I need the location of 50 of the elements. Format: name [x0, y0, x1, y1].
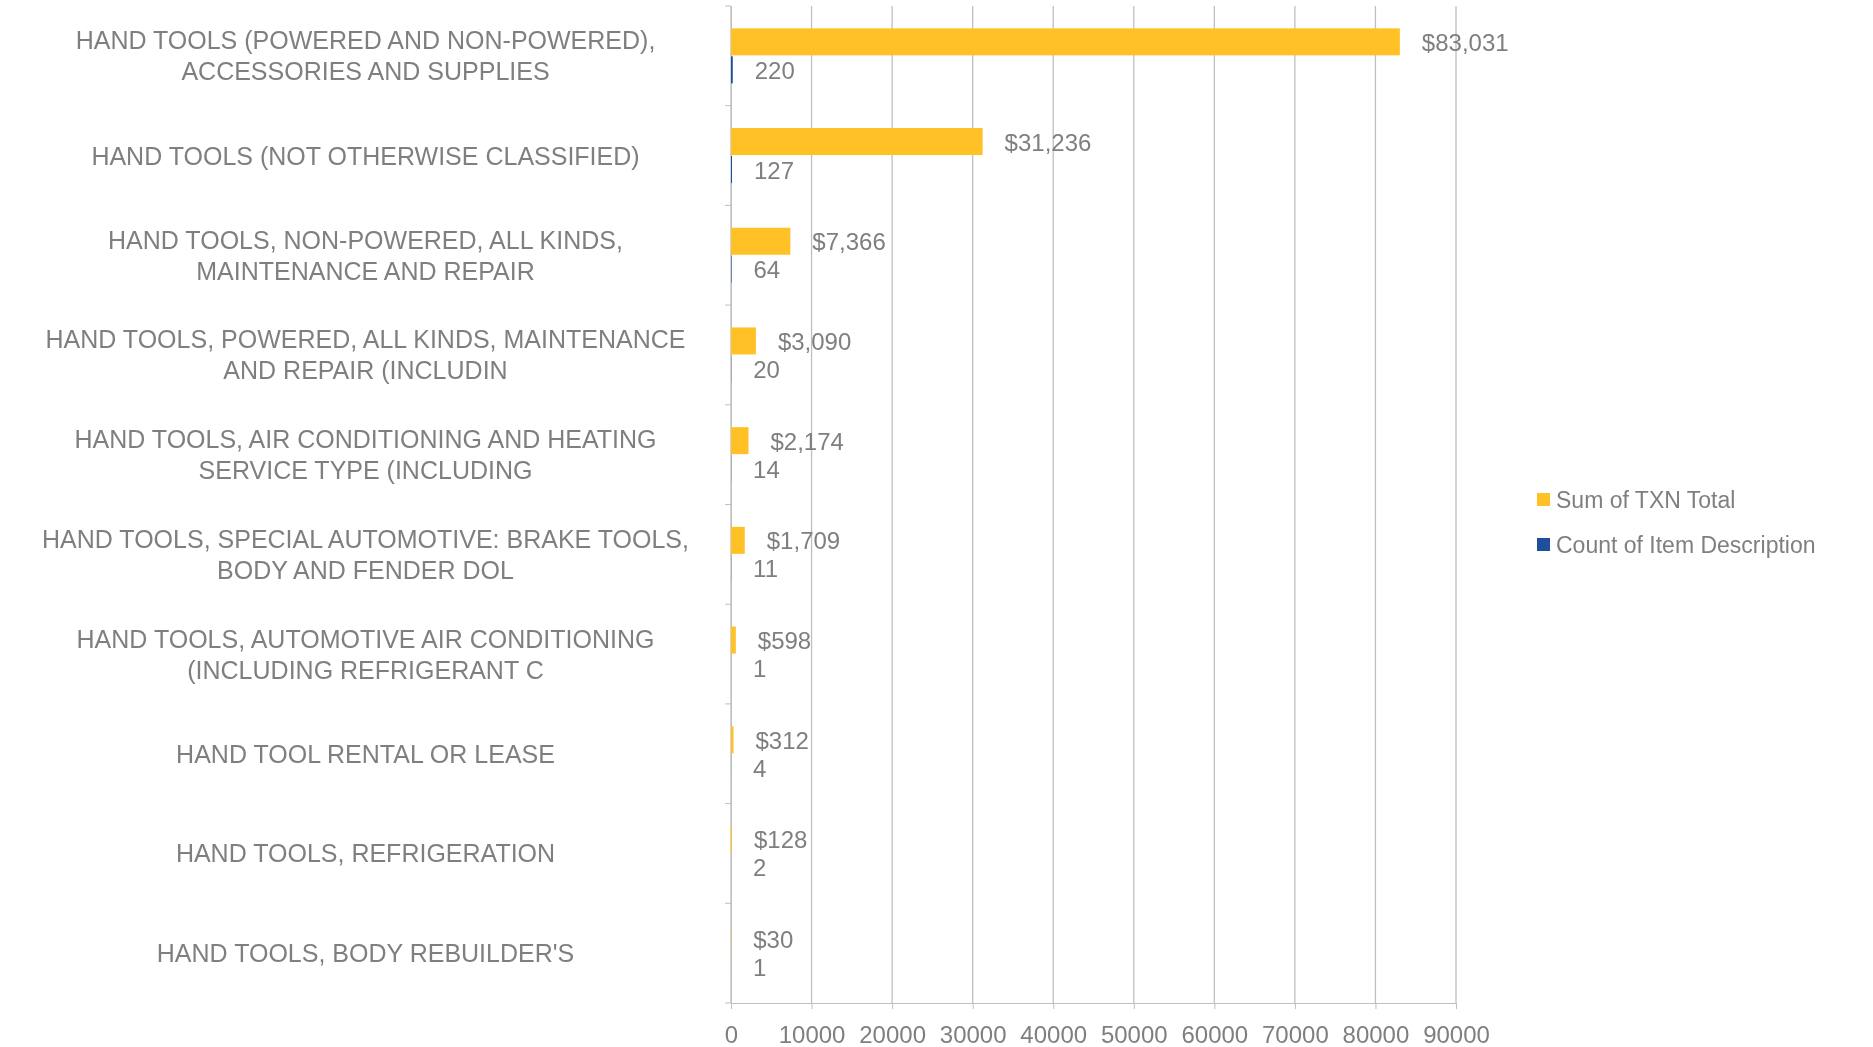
- data-label: $83,031: [1421, 28, 1509, 56]
- x-tick-label: 70000: [1262, 1021, 1329, 1047]
- data-label: 4: [753, 754, 767, 782]
- data-label: 2: [753, 854, 767, 882]
- data-label: $598: [757, 627, 812, 655]
- y-tick-label: HAND TOOLS (POWERED AND NON-POWERED), ACCESSORIES AND SUPPLIES: [75, 26, 656, 86]
- data-label: $3,090: [777, 327, 852, 355]
- y-tick-label: HAND TOOL RENTAL OR LEASE: [176, 739, 555, 768]
- bar: [731, 327, 756, 355]
- x-tick-label: 80000: [1342, 1021, 1410, 1047]
- data-label: $31,236: [1004, 128, 1092, 156]
- data-label: $30: [753, 926, 794, 954]
- x-tick-label: 20000: [859, 1021, 926, 1047]
- data-label: 127: [754, 156, 795, 184]
- x-tick-label: 30000: [939, 1021, 1007, 1047]
- x-tick-label: 60000: [1181, 1021, 1249, 1047]
- y-tick-label: HAND TOOLS, BODY REBUILDER'S: [156, 939, 575, 968]
- data-label: $128: [754, 826, 808, 854]
- y-tick-label: HAND TOOLS, POWERED, ALL KINDS, MAINTENANCE AND REPAIR (INCLUDIN: [45, 325, 686, 385]
- data-label: $7,366: [812, 228, 886, 256]
- bar: [731, 626, 736, 654]
- y-tick-label: HAND TOOLS (NOT OTHERWISE CLASSIFIED): [91, 141, 640, 170]
- data-label: 11: [753, 555, 779, 583]
- y-tick-label: HAND TOOLS, SPECIAL AUTOMOTIVE: BRAKE TOOLS, BODY AND FENDER DOL: [42, 524, 689, 584]
- x-tick-label: 10000: [778, 1021, 846, 1047]
- bar: [731, 726, 734, 754]
- data-label: $312: [755, 726, 809, 754]
- x-tick-label: 0: [724, 1021, 739, 1047]
- x-tick-label: 40000: [1020, 1021, 1088, 1047]
- data-label: 20: [753, 355, 780, 383]
- data-label: 1: [753, 655, 767, 683]
- bar: [731, 427, 749, 455]
- legend-label: Count of Item Description: [1556, 532, 1816, 558]
- legend-label: Sum of TXN Total: [1556, 487, 1736, 513]
- data-label: $1,709: [766, 527, 841, 555]
- bar: [731, 28, 1400, 56]
- data-label: 220: [754, 56, 795, 84]
- x-tick-label: 90000: [1423, 1021, 1490, 1047]
- bar: [731, 526, 745, 554]
- y-tick-label: HAND TOOLS, NON-POWERED, ALL KINDS, MAINTENANCE AND REPAIR: [108, 225, 623, 285]
- y-tick-label: HAND TOOLS, AUTOMOTIVE AIR CONDITIONING (INCLUDING REFRIGERANT C: [76, 624, 655, 684]
- data-label: 1: [753, 954, 767, 982]
- x-tick-label: 50000: [1100, 1021, 1168, 1047]
- data-label: 64: [753, 256, 781, 284]
- data-label: $2,174: [770, 427, 844, 455]
- data-label: 14: [753, 455, 780, 483]
- y-tick-label: HAND TOOLS, REFRIGERATION: [175, 839, 556, 868]
- y-tick-label: HAND TOOLS, AIR CONDITIONING AND HEATING SERVICE TYPE (INCLUDING: [74, 425, 657, 485]
- bar: [731, 128, 983, 156]
- bar: [731, 227, 791, 255]
